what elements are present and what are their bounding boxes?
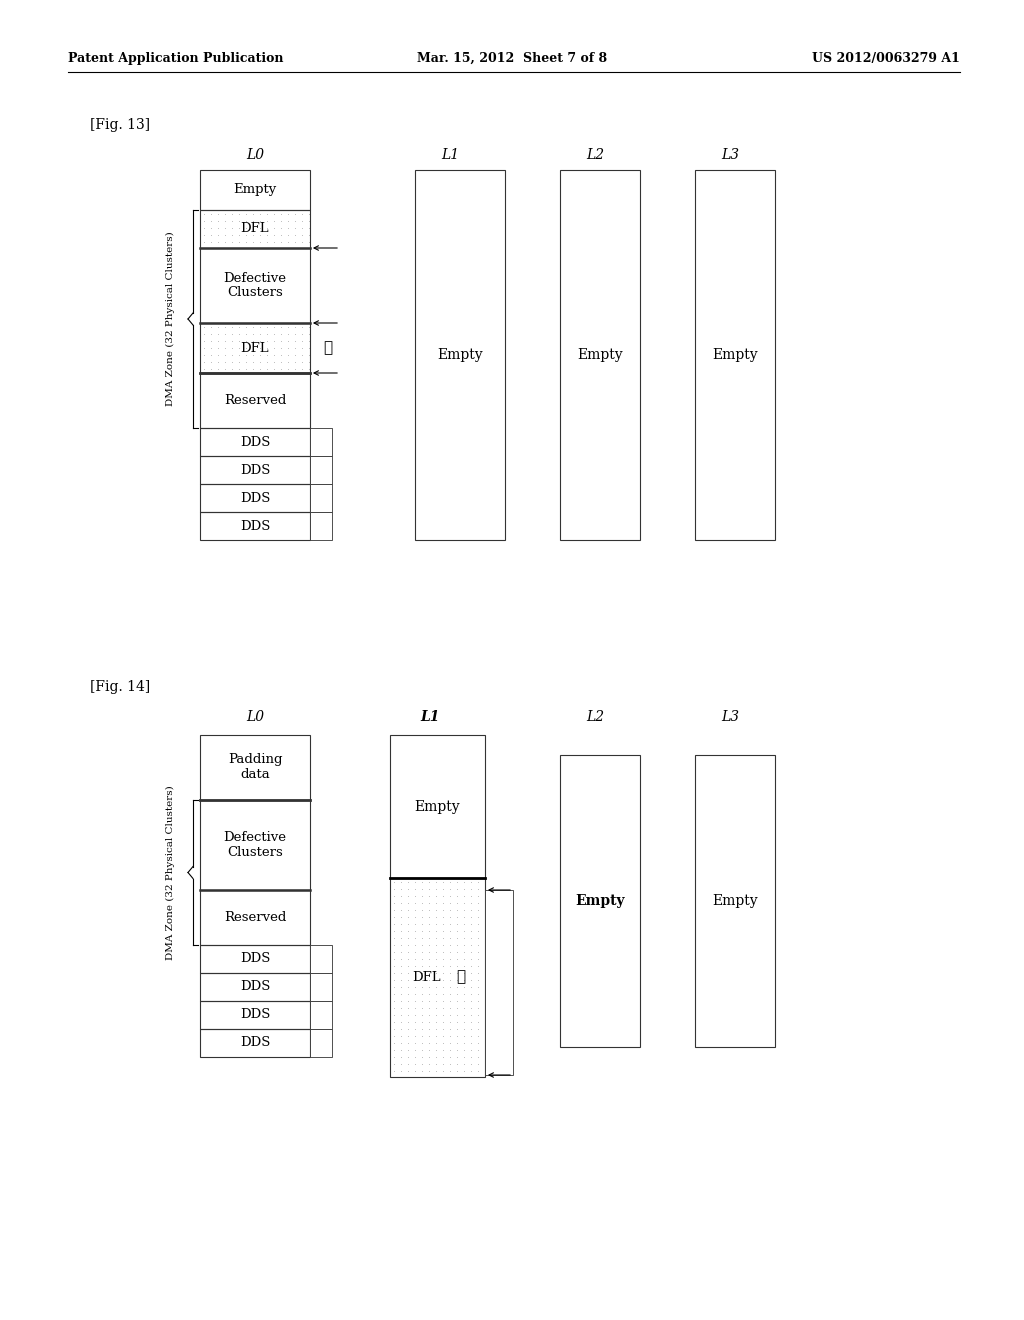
Bar — [560, 170, 640, 540]
Bar — [200, 1001, 310, 1030]
Text: DFL: DFL — [412, 972, 440, 983]
Bar — [310, 484, 332, 512]
Text: Empty: Empty — [578, 348, 623, 362]
Bar — [390, 878, 485, 1077]
Bar — [200, 512, 310, 540]
Bar — [200, 800, 310, 890]
Text: Patent Application Publication: Patent Application Publication — [68, 51, 284, 65]
Text: DFL: DFL — [241, 342, 269, 355]
Bar — [200, 484, 310, 512]
Text: DDS: DDS — [240, 491, 270, 504]
Text: DDS: DDS — [240, 1036, 270, 1049]
Text: DDS: DDS — [240, 463, 270, 477]
Bar — [200, 170, 310, 210]
Bar — [310, 945, 332, 973]
Text: Empty: Empty — [712, 348, 758, 362]
Text: Reserved: Reserved — [224, 911, 286, 924]
Bar — [310, 1001, 332, 1030]
Text: Empty: Empty — [233, 183, 276, 197]
Bar — [560, 755, 640, 1047]
Text: L1: L1 — [441, 148, 459, 162]
Bar — [200, 455, 310, 484]
Text: DMA Zone (32 Physical Clusters): DMA Zone (32 Physical Clusters) — [166, 785, 174, 960]
Text: ⋮: ⋮ — [324, 341, 333, 355]
Text: DDS: DDS — [240, 520, 270, 532]
Bar — [200, 323, 310, 374]
Text: Empty: Empty — [437, 348, 482, 362]
Bar — [310, 973, 332, 1001]
Bar — [310, 512, 332, 540]
Text: Empty: Empty — [415, 800, 461, 813]
Text: L0: L0 — [246, 710, 264, 723]
Bar — [485, 890, 513, 1074]
Bar — [200, 945, 310, 973]
Text: ⋮: ⋮ — [457, 970, 466, 985]
Bar — [695, 170, 775, 540]
Text: DDS: DDS — [240, 1008, 270, 1022]
Text: L0: L0 — [246, 148, 264, 162]
Bar — [310, 455, 332, 484]
Bar — [200, 890, 310, 945]
Bar — [390, 735, 485, 878]
Text: L3: L3 — [721, 710, 739, 723]
Text: DMA Zone (32 Physical Clusters): DMA Zone (32 Physical Clusters) — [166, 231, 174, 407]
Bar — [695, 755, 775, 1047]
Text: L2: L2 — [586, 710, 604, 723]
Text: Padding
data: Padding data — [227, 754, 283, 781]
Text: Defective
Clusters: Defective Clusters — [223, 272, 287, 300]
Bar — [200, 973, 310, 1001]
Text: Reserved: Reserved — [224, 393, 286, 407]
Text: DFL: DFL — [241, 223, 269, 235]
Bar — [200, 428, 310, 455]
Text: DDS: DDS — [240, 953, 270, 965]
Text: DDS: DDS — [240, 436, 270, 449]
Text: DDS: DDS — [240, 981, 270, 994]
Text: L2: L2 — [586, 148, 604, 162]
Bar — [200, 210, 310, 248]
Bar — [200, 248, 310, 323]
Bar — [310, 428, 332, 455]
Text: Mar. 15, 2012  Sheet 7 of 8: Mar. 15, 2012 Sheet 7 of 8 — [417, 51, 607, 65]
Bar — [200, 735, 310, 800]
Bar — [415, 170, 505, 540]
Text: Empty: Empty — [575, 894, 625, 908]
Text: Defective
Clusters: Defective Clusters — [223, 832, 287, 859]
Text: Empty: Empty — [712, 894, 758, 908]
Text: [Fig. 13]: [Fig. 13] — [90, 117, 151, 132]
Text: [Fig. 14]: [Fig. 14] — [90, 680, 151, 694]
Bar — [310, 1030, 332, 1057]
Bar — [200, 374, 310, 428]
Text: L1: L1 — [420, 710, 439, 723]
Text: L3: L3 — [721, 148, 739, 162]
Text: US 2012/0063279 A1: US 2012/0063279 A1 — [812, 51, 961, 65]
Bar — [200, 1030, 310, 1057]
